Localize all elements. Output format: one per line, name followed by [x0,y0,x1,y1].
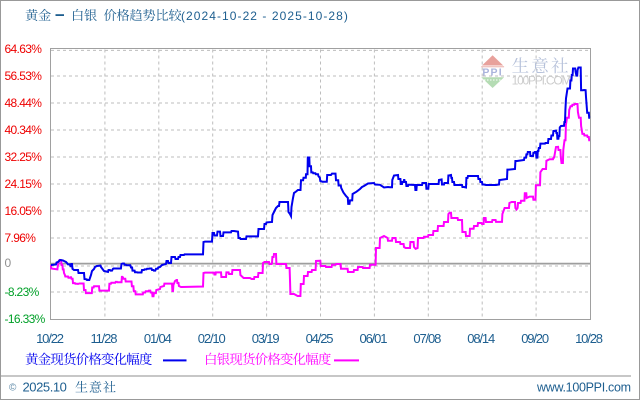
svg-text:24.15%: 24.15% [5,177,43,191]
svg-text:2025.10: 2025.10 [23,380,67,395]
svg-text:-8.23%: -8.23% [5,285,40,299]
svg-text:7.96%: 7.96% [5,231,37,245]
svg-text:11/28: 11/28 [90,331,117,346]
svg-text:©: © [9,383,17,394]
svg-text:08/14: 08/14 [467,331,495,346]
svg-text:56.53%: 56.53% [5,69,43,83]
svg-text:40.34%: 40.34% [5,123,43,137]
svg-text:48.44%: 48.44% [5,96,43,110]
svg-text:10/28: 10/28 [575,331,603,346]
svg-text:PPI: PPI [482,66,503,78]
svg-text:64.63%: 64.63% [5,42,43,56]
svg-text:www.100PPI.com: www.100PPI.com [536,381,631,395]
svg-text:16.05%: 16.05% [5,204,43,218]
svg-text:0: 0 [5,256,12,270]
svg-text:100PPI.COM: 100PPI.COM [512,73,572,87]
svg-text:07/08: 07/08 [413,331,441,346]
svg-text:03/19: 03/19 [252,331,280,346]
svg-text:02/10: 02/10 [198,331,226,346]
svg-text:09/20: 09/20 [521,331,549,346]
svg-text:04/25: 04/25 [306,331,334,346]
svg-text:06/01: 06/01 [360,331,388,346]
svg-text:(2024-10-22 - 2025-10-28): (2024-10-22 - 2025-10-28) [181,9,349,23]
svg-text:-16.33%: -16.33% [5,312,46,326]
svg-text:01/04: 01/04 [144,331,172,346]
svg-text:32.25%: 32.25% [5,150,43,164]
svg-text:10/22: 10/22 [36,331,64,346]
